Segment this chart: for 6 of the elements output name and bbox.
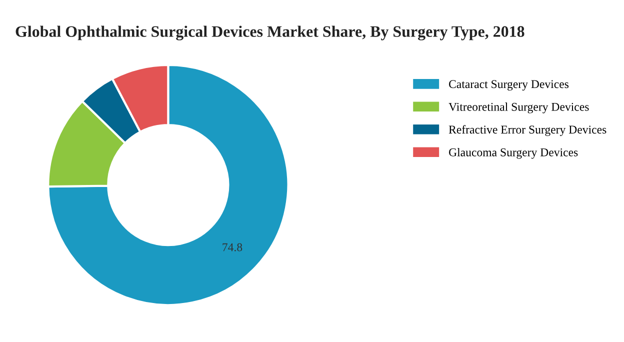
legend-label: Vitreoretinal Surgery Devices (448, 102, 589, 114)
chart-title: Global Ophthalmic Surgical Devices Market Share, By Surgery Type, 2018 (16, 26, 524, 40)
legend-label: Cataract Surgery Devices (449, 80, 569, 91)
legend-label: Glaucoma Surgery Devices (449, 148, 578, 159)
data-label: 74.8 (222, 243, 242, 252)
legend-label: Refractive Error Surgery Devices (448, 125, 606, 136)
